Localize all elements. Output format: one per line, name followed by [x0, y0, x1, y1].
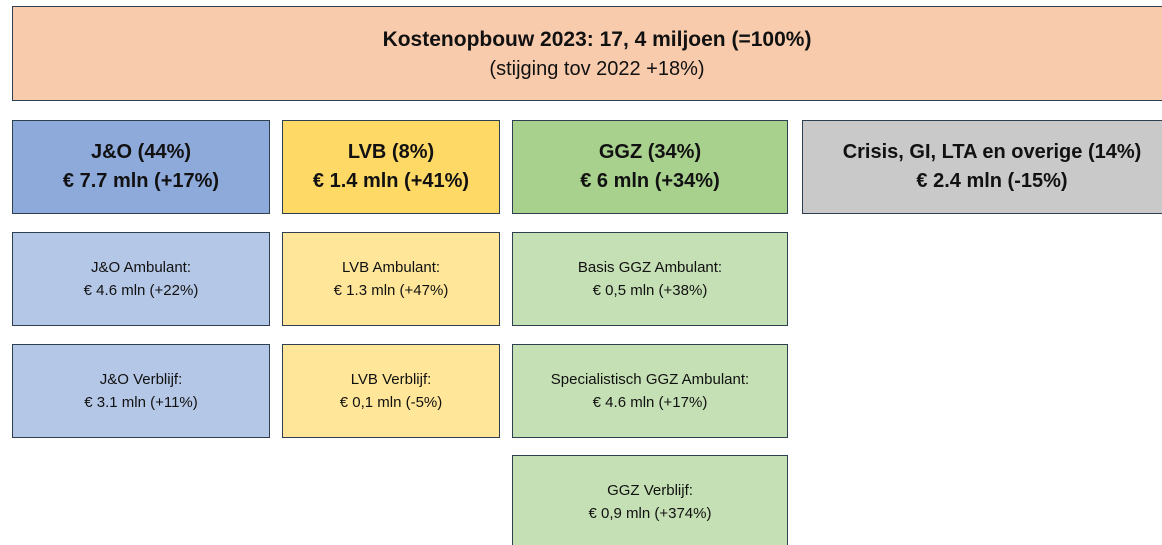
item-amount: € 4.6 mln (+22%) — [83, 282, 199, 299]
item-box: Basis GGZ Ambulant: € 0,5 mln (+38%) — [512, 232, 788, 326]
item-amount: € 0,5 mln (+38%) — [592, 282, 708, 299]
category-amount: € 2.4 mln (-15%) — [916, 170, 1068, 192]
category-box: J&O (44%) € 7.7 mln (+17%) — [12, 120, 270, 214]
item-box: Specialistisch GGZ Ambulant: € 4.6 mln (+… — [512, 344, 788, 438]
item-name: J&O Ambulant: — [90, 259, 192, 276]
item-box: J&O Verblijf: € 3.1 mln (+11%) — [12, 344, 270, 438]
header-subtitle: (stijging tov 2022 +18%) — [489, 57, 705, 80]
item-name: Specialistisch GGZ Ambulant: — [550, 371, 750, 388]
item-amount: € 3.1 mln (+11%) — [84, 394, 198, 411]
item-name: J&O Verblijf: — [99, 371, 183, 388]
category-title: GGZ (34%) — [598, 141, 702, 163]
item-amount: € 0,1 mln (-5%) — [339, 394, 443, 411]
item-box: LVB Verblijf: € 0,1 mln (-5%) — [282, 344, 500, 438]
category-amount: € 1.4 mln (+41%) — [312, 170, 470, 192]
category-amount: € 6 mln (+34%) — [580, 170, 720, 192]
category-box: GGZ (34%) € 6 mln (+34%) — [512, 120, 788, 214]
item-amount: € 1.3 mln (+47%) — [333, 282, 449, 299]
item-amount: € 0,9 mln (+374%) — [588, 505, 712, 522]
item-box: J&O Ambulant: € 4.6 mln (+22%) — [12, 232, 270, 326]
item-name: LVB Verblijf: — [350, 371, 432, 388]
category-title: Crisis, GI, LTA en overige (14%) — [842, 141, 1142, 163]
item-box: LVB Ambulant: € 1.3 mln (+47%) — [282, 232, 500, 326]
item-amount: € 4.6 mln (+17%) — [592, 394, 708, 411]
header-title: Kostenopbouw 2023: 17, 4 miljoen (=100%) — [382, 27, 812, 51]
item-name: Basis GGZ Ambulant: — [577, 259, 723, 276]
item-box: GGZ Verblijf: € 0,9 mln (+374%) — [512, 455, 788, 545]
item-name: LVB Ambulant: — [341, 259, 441, 276]
category-title: J&O (44%) — [90, 141, 192, 163]
header-box: Kostenopbouw 2023: 17, 4 miljoen (=100%)… — [12, 6, 1162, 101]
category-box: Crisis, GI, LTA en overige (14%) € 2.4 ml… — [802, 120, 1162, 214]
category-amount: € 7.7 mln (+17%) — [62, 170, 220, 192]
category-box: LVB (8%) € 1.4 mln (+41%) — [282, 120, 500, 214]
item-name: GGZ Verblijf: — [607, 482, 693, 499]
category-title: LVB (8%) — [347, 141, 435, 163]
